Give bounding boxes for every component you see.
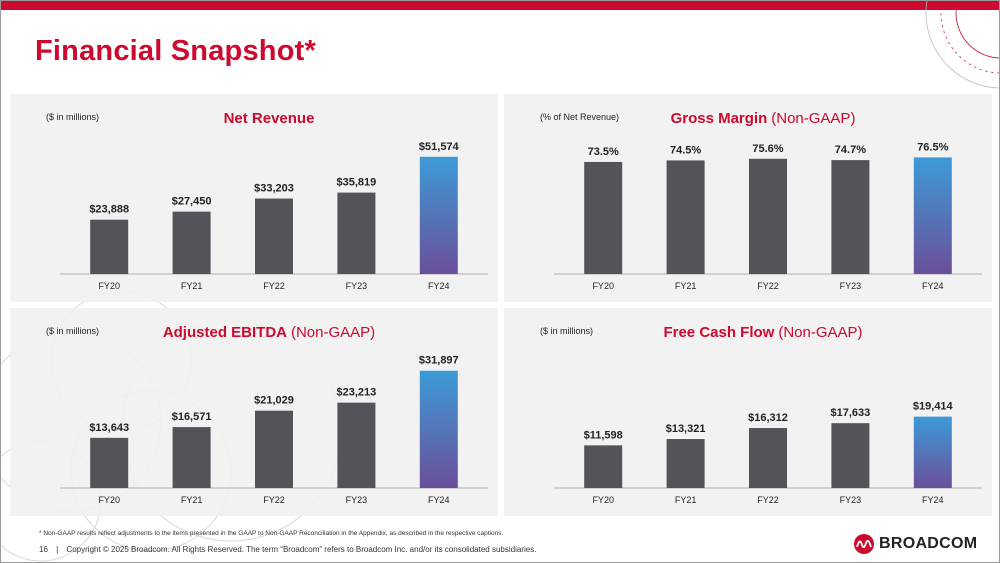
value-label-fy22: $21,029 bbox=[254, 395, 294, 407]
chart-title-main: Free Cash Flow bbox=[663, 324, 774, 341]
chart-panel-free-cash-flow: ($ in millions) Free Cash Flow (Non-GAAP) $… bbox=[504, 308, 992, 516]
footnote: * Non-GAAP results reflect adjustments t… bbox=[39, 530, 504, 537]
bar-fy24 bbox=[419, 370, 458, 488]
tick-label-fy22: FY22 bbox=[263, 495, 285, 505]
tick-label-fy23: FY23 bbox=[840, 281, 862, 291]
bar-fy24 bbox=[419, 156, 458, 274]
tick-label-fy21: FY21 bbox=[675, 495, 697, 505]
bar-fy24 bbox=[913, 416, 952, 488]
chart-title: Net Revenue bbox=[224, 110, 315, 127]
tick-label-fy20: FY20 bbox=[592, 281, 614, 291]
value-label-fy21: $16,571 bbox=[172, 411, 212, 423]
free-cash-flow-chart: ($ in millions) Free Cash Flow (Non-GAAP) $… bbox=[540, 324, 982, 505]
chart-title-main: Gross Margin bbox=[671, 110, 768, 127]
tick-label-fy23: FY23 bbox=[840, 495, 862, 505]
unit-note: ($ in millions) bbox=[46, 112, 99, 122]
unit-note: (% of Net Revenue) bbox=[540, 112, 619, 122]
tick-label-fy24: FY24 bbox=[922, 281, 944, 291]
tick-label-fy24: FY24 bbox=[428, 495, 450, 505]
net-revenue-chart: ($ in millions) Net Revenue $23,888 FY20 $27… bbox=[46, 110, 488, 291]
bar-fy23 bbox=[337, 402, 376, 488]
value-label-fy24: $51,574 bbox=[419, 141, 460, 153]
value-label-fy21: $27,450 bbox=[172, 196, 212, 208]
tick-label-fy21: FY21 bbox=[675, 281, 697, 291]
value-label-fy20: $11,598 bbox=[584, 429, 623, 441]
chart-title-main: Adjusted EBITDA bbox=[163, 324, 287, 341]
adjusted-ebitda-chart: ($ in millions) Adjusted EBITDA (Non-GAAP)… bbox=[46, 324, 488, 505]
chart-title: Adjusted EBITDA (Non-GAAP) bbox=[163, 324, 375, 341]
logo-wordmark: BROADCOM bbox=[879, 535, 978, 552]
tick-label-fy21: FY21 bbox=[181, 281, 203, 291]
value-label-fy24: $31,897 bbox=[419, 355, 459, 367]
unit-note: ($ in millions) bbox=[540, 326, 593, 336]
bar-fy23 bbox=[831, 423, 870, 488]
tick-label-fy21: FY21 bbox=[181, 495, 203, 505]
bar-fy22 bbox=[749, 158, 787, 274]
bar-fy21 bbox=[666, 439, 705, 488]
bar-fy21 bbox=[172, 427, 211, 488]
unit-note: ($ in millions) bbox=[46, 326, 99, 336]
chart-panel-adjusted-ebitda: ($ in millions) Adjusted EBITDA (Non-GAAP)… bbox=[10, 308, 498, 516]
chart-title-sub: (Non-GAAP) bbox=[778, 324, 862, 341]
value-label-fy22: 75.6% bbox=[752, 143, 783, 155]
value-label-fy21: $13,321 bbox=[666, 423, 706, 435]
chart-title-sub: (Non-GAAP) bbox=[291, 324, 375, 341]
tick-label-fy24: FY24 bbox=[428, 281, 450, 291]
chart-title: Free Cash Flow (Non-GAAP) bbox=[663, 324, 862, 341]
page-number: 16 bbox=[39, 545, 48, 554]
value-label-fy20: $23,888 bbox=[89, 204, 129, 216]
value-label-fy24: 76.5% bbox=[917, 141, 948, 153]
tick-label-fy24: FY24 bbox=[922, 495, 944, 505]
bar-fy20 bbox=[90, 219, 129, 274]
bar-fy22 bbox=[255, 198, 293, 274]
bar-fy23 bbox=[337, 192, 376, 274]
copyright-text: Copyright © 2025 Broadcom. All Rights Re… bbox=[66, 545, 537, 554]
value-label-fy20: 73.5% bbox=[588, 146, 619, 158]
bar-fy23 bbox=[831, 160, 870, 274]
value-label-fy24: $19,414 bbox=[913, 401, 954, 413]
broadcom-logo-icon bbox=[854, 534, 874, 554]
chart-title-sub: (Non-GAAP) bbox=[771, 110, 855, 127]
tick-label-fy20: FY20 bbox=[592, 495, 614, 505]
chart-title-main: Net Revenue bbox=[224, 110, 315, 127]
footer: 16 | Copyright © 2025 Broadcom. All Righ… bbox=[39, 545, 542, 554]
bar-fy20 bbox=[584, 161, 623, 274]
tick-label-fy22: FY22 bbox=[757, 495, 779, 505]
gross-margin-chart: (% of Net Revenue) Gross Margin (Non-GAAP)… bbox=[540, 110, 982, 291]
tick-label-fy23: FY23 bbox=[346, 281, 368, 291]
bar-fy22 bbox=[255, 410, 293, 488]
page-title: Financial Snapshot* bbox=[35, 35, 316, 67]
tick-label-fy22: FY22 bbox=[263, 281, 285, 291]
value-label-fy22: $33,203 bbox=[254, 183, 294, 195]
chart-panel-gross-margin: (% of Net Revenue) Gross Margin (Non-GAAP)… bbox=[504, 94, 992, 302]
value-label-fy22: $16,312 bbox=[748, 412, 788, 424]
footer-separator: | bbox=[56, 545, 59, 554]
bar-fy21 bbox=[172, 211, 211, 274]
top-accent-bar bbox=[1, 1, 999, 10]
value-label-fy21: 74.5% bbox=[670, 144, 701, 156]
tick-label-fy20: FY20 bbox=[98, 495, 120, 505]
value-label-fy23: 74.7% bbox=[835, 144, 866, 156]
tick-label-fy22: FY22 bbox=[757, 281, 779, 291]
value-label-fy23: $23,213 bbox=[337, 387, 377, 399]
tick-label-fy23: FY23 bbox=[346, 495, 368, 505]
value-label-fy20: $13,643 bbox=[89, 422, 129, 434]
bar-fy21 bbox=[666, 160, 705, 274]
broadcom-logo: BROADCOM bbox=[854, 534, 977, 554]
bar-fy20 bbox=[584, 445, 623, 488]
value-label-fy23: $17,633 bbox=[831, 407, 871, 419]
value-label-fy23: $35,819 bbox=[337, 177, 377, 189]
chart-panel-net-revenue: ($ in millions) Net Revenue $23,888 FY20 $27… bbox=[10, 94, 498, 302]
bar-fy24 bbox=[913, 157, 952, 274]
chart-title: Gross Margin (Non-GAAP) bbox=[671, 110, 856, 127]
bar-fy22 bbox=[749, 428, 787, 488]
tick-label-fy20: FY20 bbox=[98, 281, 120, 291]
bar-fy20 bbox=[90, 437, 129, 488]
